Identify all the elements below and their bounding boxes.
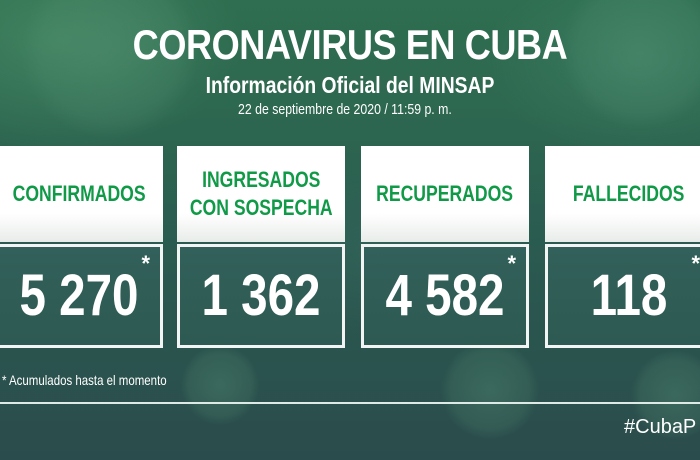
card-body: 118 * (545, 244, 700, 348)
card-label: CONFIRMADOS (13, 183, 146, 205)
asterisk-icon: * (507, 251, 516, 276)
header: CORONAVIRUS EN CUBA Información Oficial … (0, 0, 700, 130)
hashtag: #CubaP (624, 416, 697, 438)
report-date: 22 de septiembre de 2020 / 11:59 p. m. (238, 101, 452, 118)
card-label-line: FALLECIDOS (573, 181, 685, 206)
card-value: 5 270 (19, 263, 139, 328)
virus-decoration (630, 350, 700, 440)
card-label-line: RECUPERADOS (376, 181, 514, 206)
card-label: RECUPERADOS (377, 183, 514, 205)
virus-decoration (180, 345, 260, 425)
card-head: INGRESADOS CON SOSPECHA (177, 146, 345, 242)
card-head: FALLECIDOS (545, 146, 700, 242)
card-head: RECUPERADOS (361, 146, 529, 242)
page-title: CORONAVIRUS EN CUBA (132, 21, 568, 68)
card-value: 4 582 (385, 263, 505, 328)
card-label-line: CON SOSPECHA (189, 195, 333, 220)
divider (0, 402, 700, 404)
virus-decoration (20, 0, 200, 140)
card-body: 4 582 * (361, 244, 529, 348)
card-confirmados: CONFIRMADOS 5 270 * (0, 146, 163, 348)
card-value: 1 362 (201, 263, 321, 328)
card-body: 1 362 (177, 244, 345, 348)
page-subtitle: Información Oficial del MINSAP (205, 72, 495, 98)
card-label-line: CONFIRMADOS (12, 181, 146, 206)
card-recuperados: RECUPERADOS 4 582 * (361, 146, 529, 348)
card-label: FALLECIDOS (573, 183, 684, 205)
card-body: 5 270 * (0, 244, 163, 348)
card-value: 118 (590, 263, 668, 328)
asterisk-icon: * (691, 251, 700, 276)
virus-decoration (440, 340, 540, 440)
card-label: INGRESADOS CON SOSPECHA (190, 166, 333, 222)
card-ingresados: INGRESADOS CON SOSPECHA 1 362 (177, 146, 345, 348)
asterisk-icon: * (141, 251, 150, 276)
card-fallecidos: FALLECIDOS 118 * (545, 146, 700, 348)
card-label-line: INGRESADOS (201, 167, 321, 192)
footnote: * Acumulados hasta el momento (2, 372, 167, 388)
card-head: CONFIRMADOS (0, 146, 163, 242)
